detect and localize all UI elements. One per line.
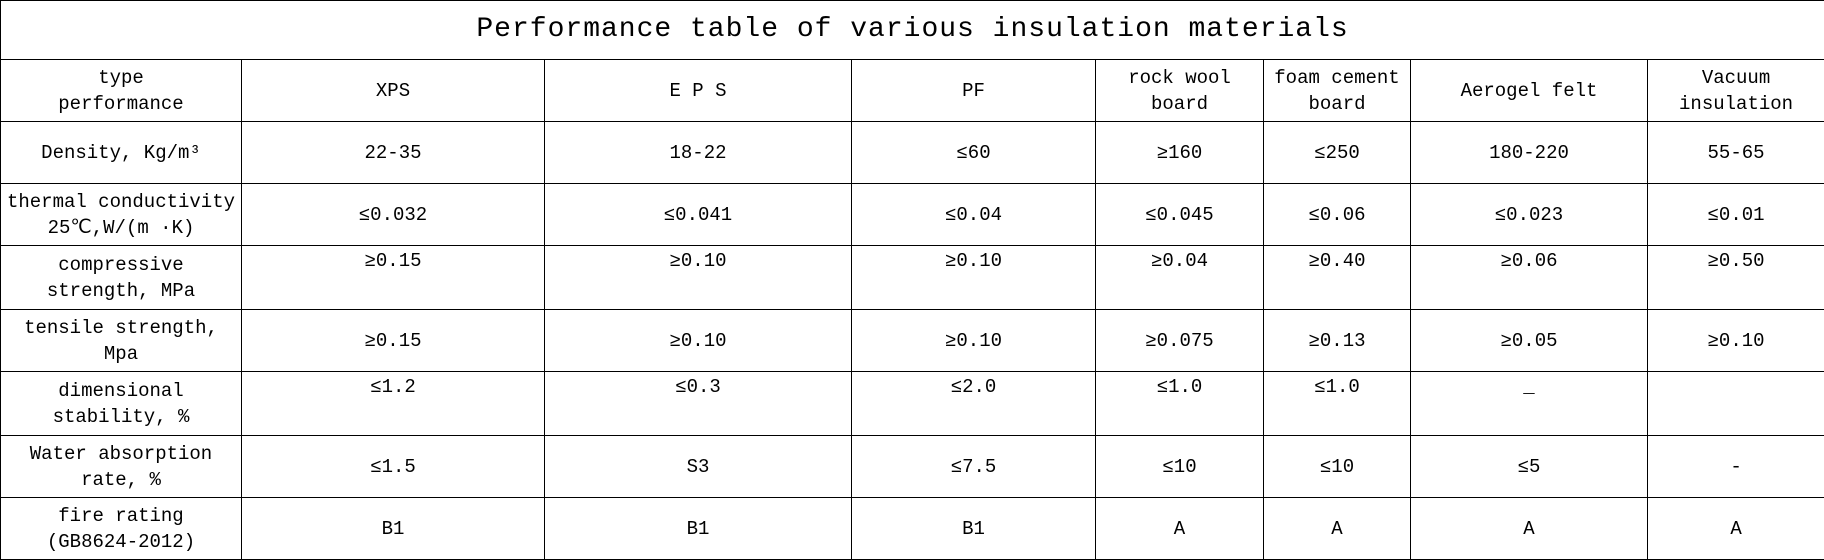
row-label: Water absorption rate, % bbox=[0, 435, 242, 498]
table-cell: S3 bbox=[544, 435, 852, 498]
title-row: Performance table of various insulation … bbox=[0, 0, 1824, 60]
table-cell: A bbox=[1410, 497, 1648, 560]
table-cell: B1 bbox=[851, 497, 1096, 560]
table-cell: ≥0.40 bbox=[1263, 245, 1411, 310]
table-cell: ≥160 bbox=[1095, 121, 1264, 184]
table-cell: ≥0.10 bbox=[544, 245, 852, 310]
table-cell: ≥0.15 bbox=[241, 309, 545, 372]
table-cell: A bbox=[1095, 497, 1264, 560]
table-cell bbox=[1646, 371, 1824, 436]
header-cell: Aerogel felt bbox=[1410, 59, 1648, 122]
table-cell: ≥0.10 bbox=[851, 245, 1096, 310]
table-cell: ≤0.041 bbox=[544, 183, 852, 246]
table-cell: ≥0.15 bbox=[241, 245, 545, 310]
table-cell: ≤1.2 bbox=[241, 371, 545, 436]
header-cell: foam cement board bbox=[1263, 59, 1411, 122]
table-cell: ≤0.06 bbox=[1263, 183, 1411, 246]
table-cell: ≥0.13 bbox=[1263, 309, 1411, 372]
row-label: dimensional stability, % bbox=[0, 371, 242, 436]
header-cell: XPS bbox=[241, 59, 545, 122]
table-row: Water absorption rate, % ≤1.5 S3 ≤7.5 ≤10 ≤10… bbox=[0, 435, 1824, 498]
table-cell: 22-35 bbox=[241, 121, 545, 184]
table-cell: ≤250 bbox=[1263, 121, 1411, 184]
header-row: type performance XPS E P S PF rock wool boar… bbox=[0, 59, 1824, 122]
table-cell: ≥0.50 bbox=[1646, 245, 1824, 310]
table-cell: ≤1.0 bbox=[1263, 371, 1411, 436]
header-cell: PF bbox=[851, 59, 1096, 122]
row-label: thermal conductivity 25℃,W/(m ·K) bbox=[0, 183, 242, 246]
table-cell: ≤0.01 bbox=[1646, 183, 1824, 246]
row-label: compressive strength, MPa bbox=[0, 245, 242, 310]
header-cell: Vacuum insulation bbox=[1646, 59, 1824, 122]
table-cell: ≤2.0 bbox=[851, 371, 1096, 436]
row-label: tensile strength, Mpa bbox=[0, 309, 242, 372]
table-cell: _ bbox=[1410, 371, 1648, 436]
row-label: Density, Kg/m³ bbox=[0, 121, 242, 184]
table-cell: A bbox=[1263, 497, 1411, 560]
table-cell: ≤5 bbox=[1410, 435, 1648, 498]
table-cell: ≥0.04 bbox=[1095, 245, 1264, 310]
table-row: Density, Kg/m³ 22-35 18-22 ≤60 ≥160 ≤250 180-2… bbox=[0, 121, 1824, 184]
table-cell: ≤0.3 bbox=[544, 371, 852, 436]
table-row: thermal conductivity 25℃,W/(m ·K) ≤0.032 ≤… bbox=[0, 183, 1824, 246]
row-label: fire rating (GB8624-2012) bbox=[0, 497, 242, 560]
table-cell: ≥0.10 bbox=[1646, 309, 1824, 372]
header-cell: E P S bbox=[544, 59, 852, 122]
table-cell: B1 bbox=[241, 497, 545, 560]
table-cell: ≤0.023 bbox=[1410, 183, 1648, 246]
table-cell: ≤7.5 bbox=[851, 435, 1096, 498]
table-cell: ≥0.05 bbox=[1410, 309, 1648, 372]
table-cell: ≥0.075 bbox=[1095, 309, 1264, 372]
table-cell: A bbox=[1646, 497, 1824, 560]
table-cell: 18-22 bbox=[544, 121, 852, 184]
table-cell: ≤0.04 bbox=[851, 183, 1096, 246]
table-cell: ≤60 bbox=[851, 121, 1096, 184]
table-cell: ≥0.10 bbox=[851, 309, 1096, 372]
table-cell: 180-220 bbox=[1410, 121, 1648, 184]
table-cell: ≤0.032 bbox=[241, 183, 545, 246]
header-cell: type performance bbox=[0, 59, 242, 122]
table-cell: ≤10 bbox=[1263, 435, 1411, 498]
table-cell: ≤10 bbox=[1095, 435, 1264, 498]
table-cell: ≥0.06 bbox=[1410, 245, 1648, 310]
header-cell: rock wool board bbox=[1095, 59, 1264, 122]
table-row: tensile strength, Mpa ≥0.15 ≥0.10 ≥0.10 ≥0.0… bbox=[0, 309, 1824, 372]
table-title: Performance table of various insulation … bbox=[0, 0, 1824, 60]
table-cell: ≤1.5 bbox=[241, 435, 545, 498]
table-cell: ≥0.10 bbox=[544, 309, 852, 372]
table-row: fire rating (GB8624-2012) B1 B1 B1 A A A A bbox=[0, 497, 1824, 560]
table-row: compressive strength, MPa ≥0.15 ≥0.10 ≥0.10… bbox=[0, 245, 1824, 310]
table-cell: 55-65 bbox=[1646, 121, 1824, 184]
table-cell: - bbox=[1646, 435, 1824, 498]
table-cell: B1 bbox=[544, 497, 852, 560]
table-row: dimensional stability, % ≤1.2 ≤0.3 ≤2.0 ≤1.0… bbox=[0, 371, 1824, 436]
table-cell: ≤0.045 bbox=[1095, 183, 1264, 246]
table-cell: ≤1.0 bbox=[1095, 371, 1264, 436]
